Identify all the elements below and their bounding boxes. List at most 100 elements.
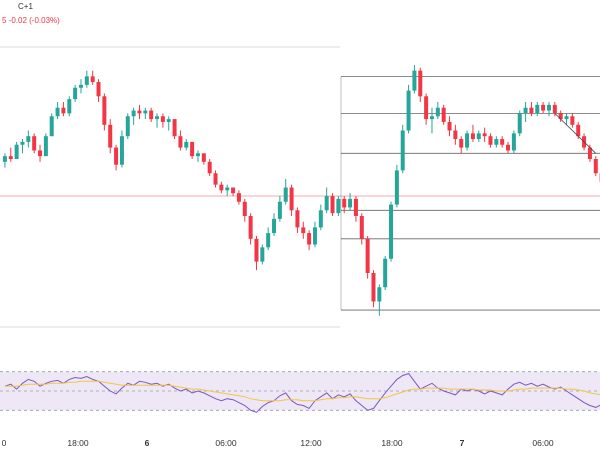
candle-body bbox=[383, 258, 388, 288]
candle-body bbox=[429, 116, 434, 120]
candle-body bbox=[201, 153, 206, 162]
x-tick-label: 06:00 bbox=[532, 438, 554, 448]
rsi-line bbox=[4, 373, 600, 413]
candle-body bbox=[506, 144, 511, 151]
candle-body bbox=[394, 170, 399, 205]
candle-body bbox=[61, 107, 66, 114]
candle-body bbox=[476, 133, 481, 140]
candle-body bbox=[359, 216, 364, 239]
candle-body bbox=[318, 210, 323, 228]
candle-body bbox=[570, 116, 575, 125]
candle-body bbox=[324, 196, 329, 211]
candle-body bbox=[207, 161, 212, 174]
candle-body bbox=[587, 147, 592, 159]
candle-body bbox=[172, 119, 177, 137]
candle-body bbox=[412, 70, 417, 91]
candle-body bbox=[312, 227, 317, 245]
candle-body bbox=[435, 107, 440, 117]
candle-body bbox=[353, 198, 358, 216]
candle-body bbox=[236, 193, 241, 202]
candle-body bbox=[184, 141, 189, 148]
candle-body bbox=[155, 116, 160, 120]
candle-body bbox=[102, 96, 107, 125]
candle-body bbox=[277, 201, 282, 219]
candle-body bbox=[541, 104, 546, 111]
candle-body bbox=[178, 136, 183, 148]
candle-body bbox=[114, 147, 119, 165]
candle-body bbox=[447, 121, 452, 131]
candle-body bbox=[494, 139, 499, 145]
candle-body bbox=[137, 110, 142, 114]
candle-body bbox=[465, 133, 470, 148]
price-change-label: 5 -0.02 (-0.03%) bbox=[2, 16, 60, 25]
x-tick-label: 0 bbox=[2, 438, 7, 448]
candle-body bbox=[219, 184, 224, 191]
candle-body bbox=[342, 198, 347, 208]
candle-body bbox=[143, 110, 148, 114]
candle-body bbox=[43, 136, 48, 157]
candle-body bbox=[535, 104, 540, 114]
candle-body bbox=[593, 159, 598, 174]
candle-body bbox=[511, 133, 516, 151]
candle-body bbox=[131, 110, 136, 117]
candle-body bbox=[348, 198, 353, 208]
candle-body bbox=[488, 136, 493, 145]
candle-body bbox=[470, 133, 475, 140]
candle-body bbox=[576, 124, 581, 137]
candle-body bbox=[96, 82, 101, 97]
x-tick-label: 12:00 bbox=[300, 438, 322, 448]
candle-body bbox=[272, 218, 277, 234]
x-tick-label: 18:00 bbox=[381, 438, 403, 448]
candle-body bbox=[73, 87, 78, 100]
candle-body bbox=[517, 113, 522, 134]
x-tick-label: 18:00 bbox=[67, 438, 89, 448]
rsi-ma-line bbox=[4, 380, 600, 402]
candle-body bbox=[307, 233, 312, 245]
candle-body bbox=[14, 144, 19, 159]
x-tick-label: 6 bbox=[145, 438, 150, 448]
candle-body bbox=[55, 107, 60, 117]
candle-body bbox=[389, 204, 394, 259]
candle-body bbox=[160, 116, 165, 122]
candle-body bbox=[78, 84, 83, 88]
candle-body bbox=[564, 116, 569, 120]
candle-body bbox=[441, 107, 446, 122]
candle-body bbox=[67, 99, 72, 114]
candle-body bbox=[49, 116, 54, 137]
candle-body bbox=[2, 156, 7, 162]
candle-body bbox=[295, 210, 300, 228]
candle-body bbox=[190, 141, 195, 157]
candle-body bbox=[418, 70, 423, 97]
candle-body bbox=[406, 90, 411, 131]
candle-body bbox=[125, 116, 130, 137]
candle-body bbox=[558, 113, 563, 120]
x-tick-label: 06:00 bbox=[215, 438, 237, 448]
candle-body bbox=[400, 130, 405, 171]
candle-body bbox=[248, 216, 253, 239]
candle-body bbox=[523, 107, 528, 114]
candle-body bbox=[108, 124, 113, 148]
candle-body bbox=[38, 150, 43, 157]
candle-body bbox=[482, 133, 487, 137]
candle-body bbox=[242, 201, 247, 216]
candle-body bbox=[32, 136, 37, 151]
candle-body bbox=[231, 187, 236, 194]
x-tick-label: 7 bbox=[460, 438, 465, 448]
candle-body bbox=[330, 196, 335, 214]
candle-body bbox=[26, 136, 31, 142]
candle-body bbox=[459, 139, 464, 148]
candle-body bbox=[424, 96, 429, 120]
candle-body bbox=[195, 153, 200, 157]
candle-body bbox=[546, 104, 551, 111]
symbol-label: C+1 bbox=[18, 2, 33, 11]
candle-body bbox=[213, 173, 218, 185]
candle-body bbox=[283, 187, 288, 202]
candle-body bbox=[371, 273, 376, 302]
candle-body bbox=[254, 238, 259, 262]
candle-body bbox=[377, 287, 382, 302]
candle-body bbox=[552, 104, 557, 114]
candle-body bbox=[301, 227, 306, 234]
candle-body bbox=[260, 247, 265, 262]
candle-body bbox=[365, 238, 370, 273]
